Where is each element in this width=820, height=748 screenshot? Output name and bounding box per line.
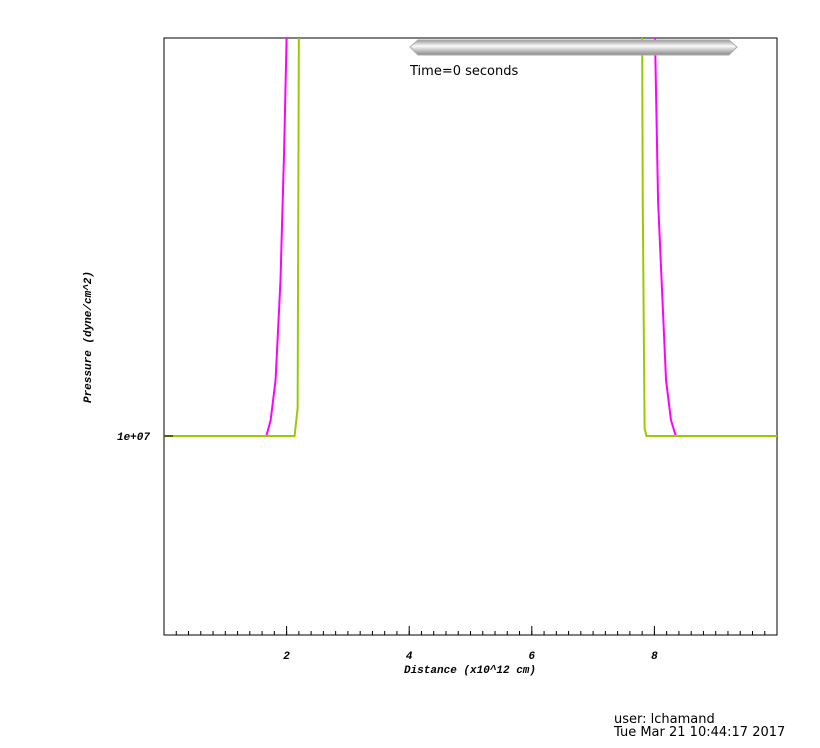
user-label: user: lchamand bbox=[614, 712, 715, 727]
x-tick-label: 2 bbox=[283, 651, 290, 663]
plot-frame bbox=[163, 37, 778, 636]
lines bbox=[164, 38, 777, 437]
x-tick-label: 8 bbox=[651, 651, 658, 663]
y-tick-label: 1e+07 bbox=[117, 432, 150, 444]
time-label: Time=0 seconds bbox=[409, 64, 518, 79]
x-axis-title: Distance (x10^12 cm) bbox=[404, 665, 536, 677]
x-tick-label: 6 bbox=[528, 651, 535, 663]
series-line bbox=[164, 38, 777, 437]
y-axis-title: Pressure (dyne/cm^2) bbox=[83, 271, 95, 403]
date-label: Tue Mar 21 10:44:17 2017 bbox=[613, 725, 785, 740]
time-slider bbox=[409, 39, 738, 56]
x-tick-label: 4 bbox=[406, 651, 413, 663]
